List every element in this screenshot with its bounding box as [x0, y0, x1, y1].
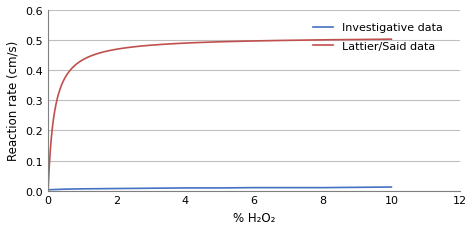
Y-axis label: Reaction rate (cm/s): Reaction rate (cm/s)	[7, 41, 20, 161]
Investigative data	[46, 188, 51, 191]
Line: Lattier/Said data: Lattier/Said data	[48, 40, 392, 191]
Lattier/Said data	[184, 43, 190, 45]
Investigative data	[251, 186, 257, 189]
Lattier/Said data	[319, 39, 325, 42]
Lattier/Said data	[80, 59, 86, 62]
Investigative data	[320, 186, 326, 189]
Line: Investigative data: Investigative data	[48, 187, 392, 190]
X-axis label: % H₂O₂: % H₂O₂	[233, 211, 275, 224]
Investigative data	[148, 187, 154, 190]
Investigative data	[80, 188, 85, 190]
Investigative data	[285, 186, 291, 189]
Investigative data	[354, 186, 360, 189]
Investigative data	[217, 187, 223, 189]
Legend: Investigative data, Lattier/Said data: Investigative data, Lattier/Said data	[310, 20, 446, 55]
Lattier/Said data	[46, 189, 51, 192]
Lattier/Said data	[313, 39, 319, 42]
Investigative data	[114, 187, 119, 190]
Lattier/Said data	[281, 40, 287, 43]
Lattier/Said data	[389, 39, 394, 41]
Investigative data	[63, 188, 68, 191]
Lattier/Said data	[196, 42, 202, 45]
Investigative data	[389, 186, 394, 188]
Investigative data	[182, 187, 188, 189]
